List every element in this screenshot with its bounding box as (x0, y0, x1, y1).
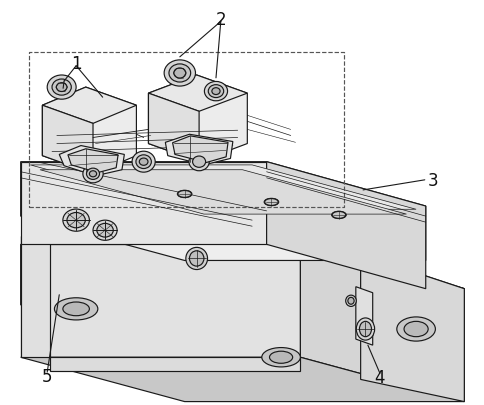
Polygon shape (148, 94, 199, 162)
Polygon shape (59, 146, 124, 176)
Text: 3: 3 (427, 171, 438, 190)
Polygon shape (21, 237, 49, 357)
Polygon shape (42, 88, 136, 124)
Ellipse shape (52, 80, 71, 96)
Ellipse shape (93, 221, 117, 241)
Text: 4: 4 (374, 369, 384, 386)
Ellipse shape (54, 298, 98, 320)
Polygon shape (165, 135, 232, 166)
Ellipse shape (139, 159, 148, 166)
Polygon shape (42, 88, 136, 174)
Ellipse shape (67, 213, 85, 228)
Ellipse shape (264, 199, 278, 206)
Ellipse shape (208, 85, 223, 98)
Ellipse shape (189, 153, 209, 171)
Polygon shape (21, 245, 463, 350)
Polygon shape (360, 255, 463, 402)
Text: 1: 1 (71, 55, 81, 73)
Ellipse shape (136, 156, 151, 169)
Polygon shape (68, 149, 118, 173)
Polygon shape (21, 162, 266, 245)
Ellipse shape (86, 169, 99, 180)
Ellipse shape (356, 318, 374, 340)
Text: 5: 5 (42, 367, 52, 385)
Ellipse shape (212, 88, 220, 95)
Polygon shape (49, 357, 300, 371)
Ellipse shape (177, 191, 192, 198)
Ellipse shape (269, 351, 292, 363)
Ellipse shape (178, 191, 191, 198)
Polygon shape (148, 76, 247, 162)
Ellipse shape (189, 251, 203, 266)
Ellipse shape (261, 348, 300, 367)
Polygon shape (30, 166, 415, 210)
Ellipse shape (332, 212, 345, 219)
Ellipse shape (331, 212, 346, 219)
Polygon shape (21, 237, 49, 245)
Ellipse shape (204, 82, 227, 102)
Polygon shape (300, 245, 463, 402)
Ellipse shape (47, 76, 76, 100)
Polygon shape (21, 357, 463, 402)
Ellipse shape (403, 322, 427, 337)
Ellipse shape (347, 298, 353, 305)
Ellipse shape (345, 295, 356, 307)
Ellipse shape (63, 302, 89, 316)
Ellipse shape (264, 199, 278, 206)
Polygon shape (172, 136, 227, 163)
Ellipse shape (192, 157, 205, 168)
Ellipse shape (89, 171, 96, 177)
Ellipse shape (164, 61, 195, 87)
Ellipse shape (173, 69, 185, 79)
Ellipse shape (396, 317, 435, 341)
Polygon shape (42, 106, 93, 174)
Polygon shape (148, 76, 247, 112)
Polygon shape (266, 162, 425, 289)
Polygon shape (40, 171, 406, 215)
Ellipse shape (132, 152, 155, 173)
Ellipse shape (63, 209, 89, 232)
Polygon shape (21, 162, 425, 261)
Ellipse shape (83, 165, 103, 183)
Text: 2: 2 (215, 11, 226, 28)
Polygon shape (21, 245, 300, 357)
Ellipse shape (185, 248, 207, 270)
Polygon shape (360, 255, 463, 367)
Polygon shape (355, 287, 372, 345)
Ellipse shape (168, 65, 190, 83)
Ellipse shape (359, 322, 371, 337)
Ellipse shape (97, 224, 113, 237)
Ellipse shape (56, 83, 67, 92)
